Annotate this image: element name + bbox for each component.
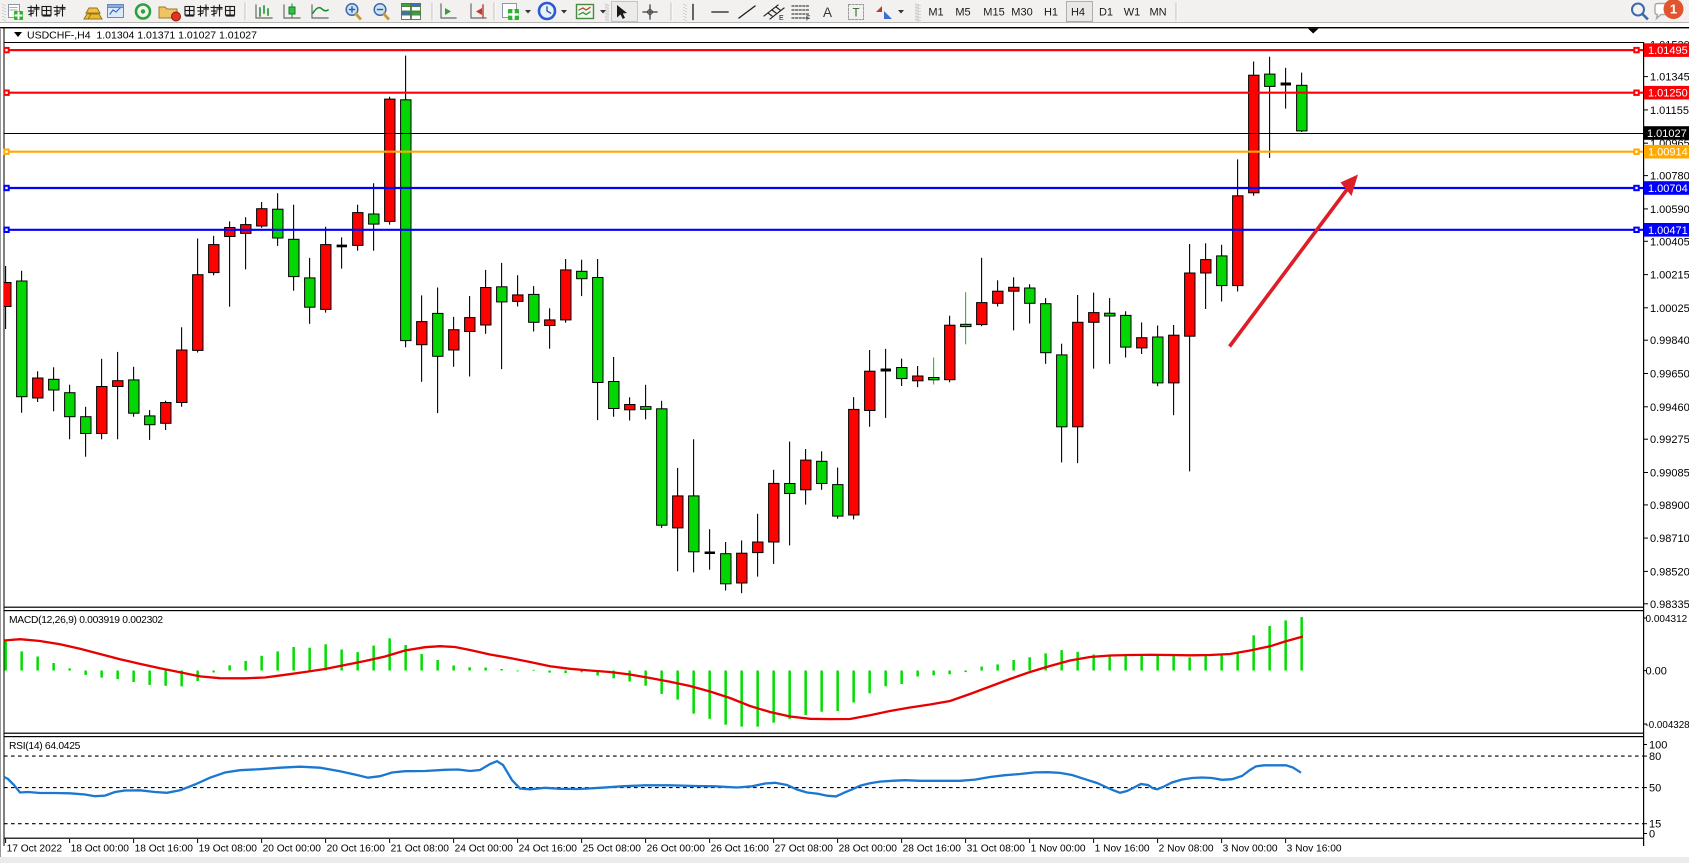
svg-text:1.01495: 1.01495 xyxy=(1648,45,1688,57)
svg-text:0.99085: 0.99085 xyxy=(1650,468,1689,480)
svg-text:24 Oct 00:00: 24 Oct 00:00 xyxy=(455,844,514,855)
svg-text:1.00780: 1.00780 xyxy=(1650,171,1689,183)
svg-text:1.00590: 1.00590 xyxy=(1650,204,1689,216)
svg-text:0.99275: 0.99275 xyxy=(1650,434,1689,446)
svg-text:100: 100 xyxy=(1649,740,1667,752)
svg-text:50: 50 xyxy=(1649,783,1661,795)
svg-text:28 Oct 00:00: 28 Oct 00:00 xyxy=(839,844,898,855)
svg-text:1.01250: 1.01250 xyxy=(1648,88,1688,100)
svg-text:A: A xyxy=(823,5,832,20)
svg-text:1 Nov 16:00: 1 Nov 16:00 xyxy=(1095,844,1150,855)
svg-text:17 Oct 2022: 17 Oct 2022 xyxy=(7,844,63,855)
svg-text:1: 1 xyxy=(1670,2,1677,17)
svg-text:1.00215: 1.00215 xyxy=(1650,270,1689,282)
svg-text:0.98520: 0.98520 xyxy=(1650,566,1689,578)
svg-text:0.00: 0.00 xyxy=(1646,666,1667,678)
svg-text:W1: W1 xyxy=(1124,7,1141,19)
svg-text:H4: H4 xyxy=(1071,7,1085,19)
svg-text:0.98900: 0.98900 xyxy=(1650,500,1689,512)
svg-text:0.99840: 0.99840 xyxy=(1650,335,1689,347)
svg-text:T: T xyxy=(853,8,860,20)
svg-text:18 Oct 16:00: 18 Oct 16:00 xyxy=(135,844,194,855)
svg-text:M1: M1 xyxy=(928,7,943,19)
svg-text:19 Oct 08:00: 19 Oct 08:00 xyxy=(199,844,258,855)
svg-text:20 Oct 00:00: 20 Oct 00:00 xyxy=(263,844,322,855)
svg-text:0.98710: 0.98710 xyxy=(1650,533,1689,545)
svg-text:0: 0 xyxy=(1649,829,1655,841)
svg-text:26 Oct 00:00: 26 Oct 00:00 xyxy=(647,844,706,855)
svg-text:1.00405: 1.00405 xyxy=(1650,236,1689,248)
svg-text:E: E xyxy=(779,15,784,22)
svg-text:1.00704: 1.00704 xyxy=(1648,183,1688,195)
svg-text:M5: M5 xyxy=(955,7,970,19)
svg-text:3 Nov 00:00: 3 Nov 00:00 xyxy=(1223,844,1278,855)
svg-text:1.00914: 1.00914 xyxy=(1648,147,1688,159)
svg-text:24 Oct 16:00: 24 Oct 16:00 xyxy=(519,844,578,855)
svg-text:RSI(14) 64.0425: RSI(14) 64.0425 xyxy=(9,741,81,752)
svg-text:0.99460: 0.99460 xyxy=(1650,402,1689,414)
svg-text:18 Oct 00:00: 18 Oct 00:00 xyxy=(71,844,130,855)
svg-text:0.004312: 0.004312 xyxy=(1646,614,1688,625)
svg-text:21 Oct 08:00: 21 Oct 08:00 xyxy=(391,844,450,855)
svg-text:28 Oct 16:00: 28 Oct 16:00 xyxy=(903,844,962,855)
svg-text:1 Nov 00:00: 1 Nov 00:00 xyxy=(1031,844,1086,855)
svg-text:2 Nov 08:00: 2 Nov 08:00 xyxy=(1159,844,1214,855)
svg-text:MACD(12,26,9) 0.003919 0.00230: MACD(12,26,9) 0.003919 0.002302 xyxy=(9,615,163,626)
svg-text:-0.004328: -0.004328 xyxy=(1646,720,1689,731)
svg-text:1.01155: 1.01155 xyxy=(1650,105,1689,117)
svg-text:0.99650: 0.99650 xyxy=(1650,369,1689,381)
svg-text:0.98335: 0.98335 xyxy=(1650,599,1689,611)
svg-text:80: 80 xyxy=(1649,751,1661,763)
svg-text:20 Oct 16:00: 20 Oct 16:00 xyxy=(327,844,386,855)
svg-text:D1: D1 xyxy=(1099,7,1113,19)
svg-text:H1: H1 xyxy=(1044,7,1058,19)
svg-text:1.00471: 1.00471 xyxy=(1648,225,1688,237)
svg-text:31 Oct 08:00: 31 Oct 08:00 xyxy=(967,844,1026,855)
svg-text:M30: M30 xyxy=(1011,7,1032,19)
svg-text:M15: M15 xyxy=(983,7,1004,19)
svg-text:1.00025: 1.00025 xyxy=(1650,303,1689,315)
svg-text:3 Nov 16:00: 3 Nov 16:00 xyxy=(1287,844,1342,855)
svg-text:25 Oct 08:00: 25 Oct 08:00 xyxy=(583,844,642,855)
svg-text:USDCHF-,H4 1.01304 1.01371 1.: USDCHF-,H4 1.01304 1.01371 1.01027 1.010… xyxy=(27,30,257,42)
svg-text:26 Oct 16:00: 26 Oct 16:00 xyxy=(711,844,770,855)
svg-text:MN: MN xyxy=(1149,7,1166,19)
svg-text:F: F xyxy=(806,16,810,23)
svg-text:1.01027: 1.01027 xyxy=(1647,128,1687,140)
svg-text:1.01345: 1.01345 xyxy=(1650,72,1689,84)
svg-text:27 Oct 08:00: 27 Oct 08:00 xyxy=(775,844,834,855)
